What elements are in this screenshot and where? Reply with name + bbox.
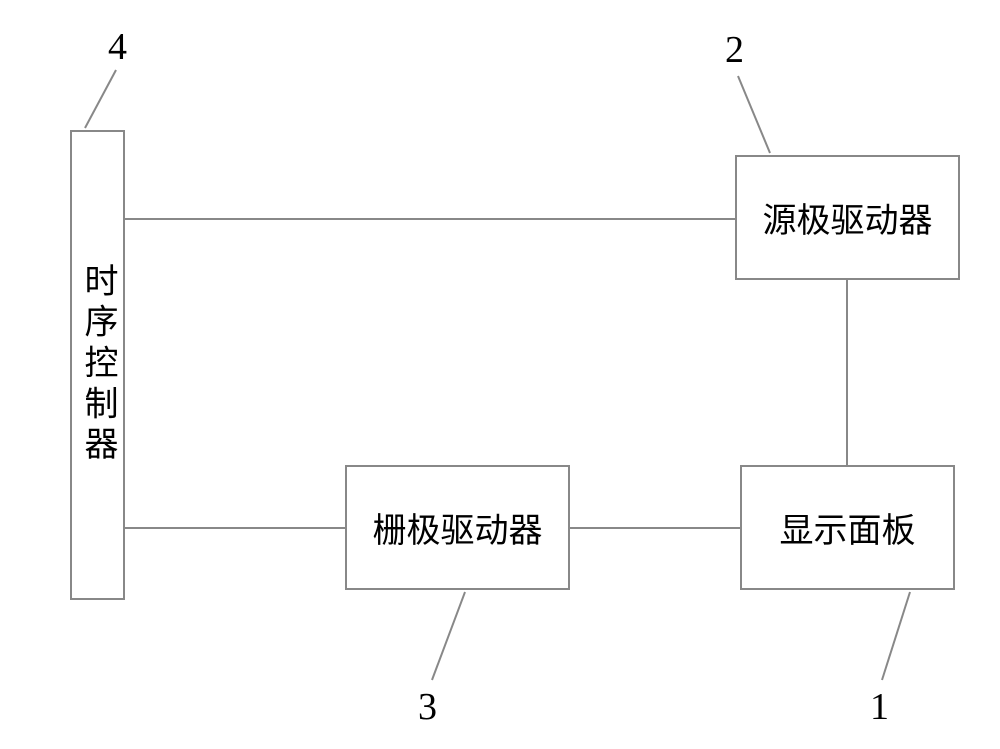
node-display-panel: 显示面板: [740, 465, 955, 590]
edge-tc-source: [125, 218, 735, 220]
label-1: 1: [870, 685, 889, 729]
diagram-canvas: 时序控制器 源极驱动器 栅极驱动器 显示面板 4 2 3 1: [0, 0, 1000, 749]
node-timing-controller: 时序控制器: [70, 130, 125, 600]
node-gate-driver: 栅极驱动器: [345, 465, 570, 590]
edge-source-display: [846, 280, 848, 465]
label-4: 4: [108, 25, 127, 69]
node-display-panel-label: 显示面板: [780, 503, 916, 552]
node-source-driver-label: 源极驱动器: [763, 193, 933, 242]
node-source-driver: 源极驱动器: [735, 155, 960, 280]
leader-lines: [0, 0, 1000, 749]
edge-tc-gate: [125, 527, 345, 529]
label-3: 3: [418, 685, 437, 729]
edge-gate-display: [570, 527, 740, 529]
node-timing-controller-label: 时序控制器: [73, 263, 122, 467]
node-gate-driver-label: 栅极驱动器: [373, 503, 543, 552]
label-2: 2: [725, 28, 744, 72]
